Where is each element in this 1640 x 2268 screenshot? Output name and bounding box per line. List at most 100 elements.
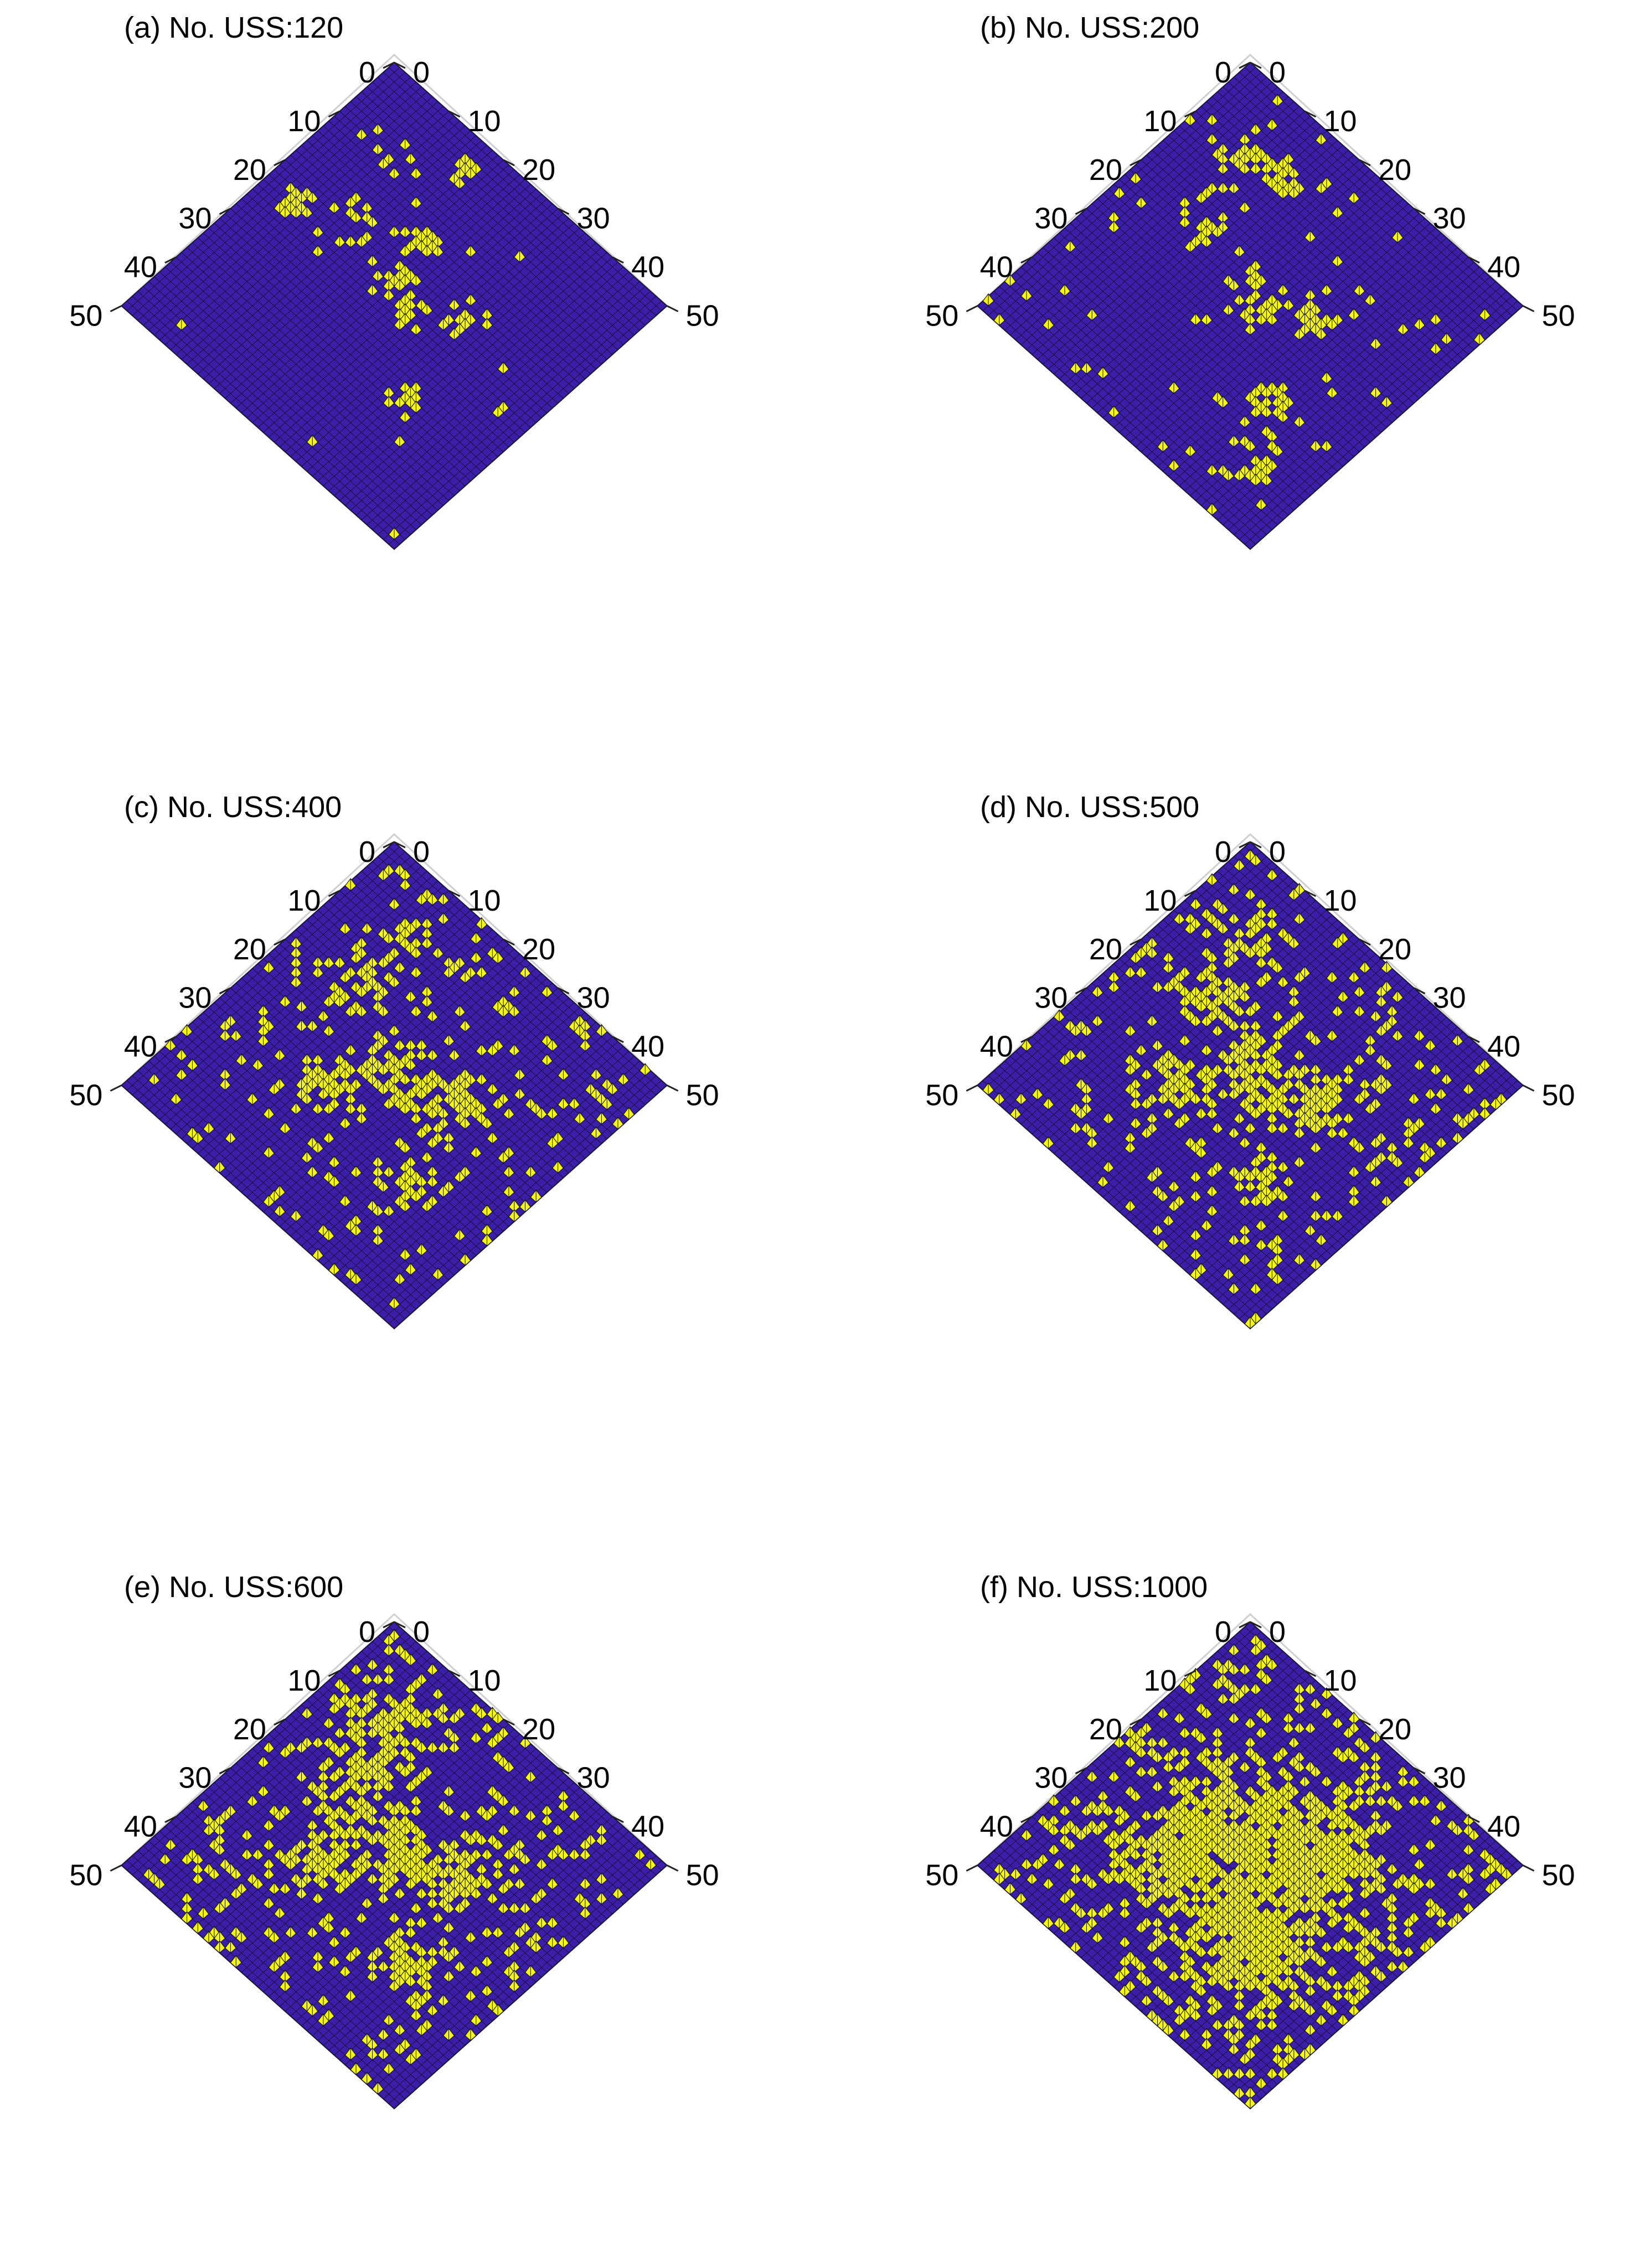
y-tick-label: 30 (1034, 981, 1067, 1015)
x-tick-mark (612, 256, 624, 264)
y-tick-mark (966, 1084, 978, 1092)
x-tick-mark (1413, 987, 1426, 995)
y-tick-label: 50 (69, 299, 102, 333)
x-tick-mark (448, 1670, 461, 1677)
x-tick-mark (503, 159, 515, 167)
x-tick-label: 10 (1324, 105, 1357, 138)
y-tick-label: 40 (124, 1030, 157, 1063)
x-tick-label: 50 (1542, 1079, 1575, 1112)
x-tick-label: 20 (1378, 933, 1411, 966)
y-tick-mark (328, 110, 341, 118)
panel-b: (b) No. USS:200 0 10 20 30 40 50 0 10 20 30 40 50 (925, 11, 1575, 550)
axis-box-edge (121, 1613, 668, 1866)
y-tick-mark (383, 61, 395, 69)
x-tick-mark (1468, 256, 1480, 264)
x-tick-mark (1413, 208, 1426, 215)
y-tick-mark (164, 1816, 177, 1823)
y-tick-label: 20 (1089, 933, 1122, 966)
axis-ticks: 0 10 20 30 40 50 0 10 20 30 40 50 (69, 835, 719, 1112)
y-tick-mark (1184, 890, 1197, 897)
x-tick-mark (1359, 938, 1371, 946)
x-tick-mark (666, 1084, 679, 1092)
x-tick-label: 40 (1487, 251, 1520, 284)
hotspot-cells (143, 1629, 657, 2095)
x-tick-label: 0 (413, 835, 430, 869)
x-tick-label: 50 (686, 1079, 719, 1112)
x-tick-mark (394, 1621, 406, 1629)
x-tick-label: 0 (1269, 56, 1286, 89)
x-tick-mark (1250, 61, 1262, 69)
y-tick-mark (1239, 61, 1251, 69)
x-tick-mark (448, 110, 461, 118)
y-tick-label: 10 (1143, 884, 1177, 917)
y-tick-label: 10 (1143, 105, 1177, 138)
x-tick-label: 10 (468, 1664, 501, 1697)
y-tick-label: 30 (178, 1761, 212, 1795)
x-tick-label: 40 (631, 1810, 664, 1843)
x-tick-mark (557, 1767, 570, 1775)
y-tick-mark (219, 208, 231, 215)
y-tick-label: 0 (1215, 835, 1231, 869)
x-tick-label: 20 (1378, 153, 1411, 187)
hotspot-cells (982, 849, 1507, 1329)
y-tick-label: 20 (233, 933, 266, 966)
x-tick-mark (1522, 1084, 1535, 1092)
y-tick-label: 10 (287, 884, 321, 917)
x-tick-label: 10 (1324, 884, 1357, 917)
y-tick-mark (219, 987, 231, 995)
x-tick-mark (1304, 110, 1317, 118)
x-tick-label: 0 (1269, 835, 1286, 869)
y-tick-mark (1075, 208, 1087, 215)
panel-title: (c) No. USS:400 (124, 791, 342, 824)
y-tick-mark (274, 159, 286, 167)
x-tick-label: 30 (577, 1761, 610, 1795)
x-tick-mark (1359, 159, 1371, 167)
axis-box-edge (121, 833, 668, 1086)
x-tick-mark (503, 1718, 515, 1726)
x-tick-label: 30 (1433, 202, 1466, 235)
panel-d: (d) No. USS:500 0 10 20 30 40 50 0 10 20 30 40 50 (925, 791, 1575, 1330)
panel-title: (d) No. USS:500 (980, 791, 1199, 824)
x-tick-label: 50 (686, 299, 719, 333)
axis-box-edge (977, 833, 1524, 1086)
x-tick-label: 50 (1542, 299, 1575, 333)
hotspot-cells (148, 863, 651, 1310)
x-tick-label: 20 (522, 933, 555, 966)
y-tick-mark (383, 841, 395, 849)
x-tick-mark (666, 1864, 679, 1872)
axis-box-edge (977, 1613, 1524, 1866)
y-tick-label: 0 (359, 56, 375, 89)
x-tick-mark (394, 841, 406, 849)
hotspot-cells (982, 94, 1491, 516)
y-tick-mark (1130, 938, 1142, 946)
axis-ticks: 0 10 20 30 40 50 0 10 20 30 40 50 (925, 56, 1575, 333)
y-tick-label: 40 (980, 1030, 1013, 1063)
x-tick-mark (1250, 841, 1262, 849)
x-tick-label: 0 (413, 1615, 430, 1649)
x-tick-label: 50 (686, 1859, 719, 1892)
x-tick-mark (503, 938, 515, 946)
y-tick-mark (966, 305, 978, 312)
y-tick-mark (110, 1864, 122, 1872)
x-tick-label: 10 (468, 884, 501, 917)
y-tick-mark (164, 1036, 177, 1043)
x-tick-label: 30 (577, 202, 610, 235)
x-tick-label: 30 (577, 981, 610, 1015)
y-tick-mark (1239, 841, 1251, 849)
panel-title: (f) No. USS:1000 (980, 1570, 1208, 1604)
panel-c: (c) No. USS:400 0 10 20 30 40 50 0 10 20 30 40 50 (69, 791, 719, 1330)
y-tick-mark (1020, 256, 1033, 264)
y-tick-label: 10 (287, 1664, 321, 1697)
y-tick-label: 30 (178, 981, 212, 1015)
x-tick-mark (557, 987, 570, 995)
y-tick-label: 0 (359, 835, 375, 869)
x-tick-mark (1468, 1036, 1480, 1043)
panel-a: (a) No. USS:120 0 10 20 30 40 50 0 10 20 30 40 50 (69, 11, 719, 550)
y-tick-label: 50 (69, 1859, 102, 1892)
axis-box-edge (977, 53, 1524, 307)
hotspot-cells (176, 123, 526, 540)
y-tick-label: 0 (1215, 56, 1231, 89)
panel-title: (e) No. USS:600 (124, 1570, 343, 1604)
